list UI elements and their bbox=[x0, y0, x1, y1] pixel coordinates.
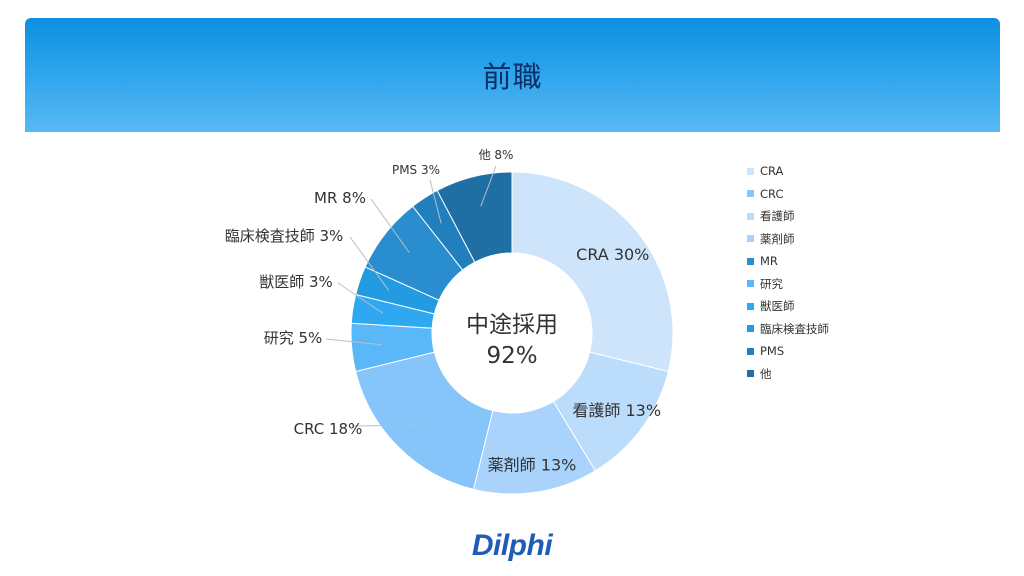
legend-label: CRA bbox=[760, 164, 784, 179]
legend-swatch bbox=[747, 190, 754, 198]
legend-label: 薬剤師 bbox=[760, 231, 795, 246]
leader-lines bbox=[325, 165, 497, 427]
data-labels: CRA 30% 看護師 13% 薬剤師 13% CRC 18% 研究 5% 獣医師 3% 臨… bbox=[225, 148, 661, 474]
page-title: 前職 bbox=[482, 60, 543, 94]
legend-item-CRC: CRC bbox=[747, 183, 897, 206]
legend-label: 研究 bbox=[760, 276, 783, 291]
legend-swatch bbox=[747, 167, 754, 175]
legend-label: PMS bbox=[760, 344, 785, 359]
legend-item-CRA: CRA bbox=[747, 160, 897, 183]
donut-slices bbox=[350, 171, 674, 495]
data-label-薬剤師: 薬剤師 13% bbox=[488, 455, 577, 474]
slice-CRA bbox=[511, 171, 674, 373]
data-label-PMS: PMS 3% bbox=[392, 163, 440, 177]
legend-item-MR: MR bbox=[747, 250, 897, 273]
legend-label: 他 bbox=[760, 366, 772, 381]
legend-item-他: 他 bbox=[747, 363, 897, 386]
data-label-獣医師: 獣医師 3% bbox=[259, 273, 333, 291]
legend-item-臨床検査技師: 臨床検査技師 bbox=[747, 318, 897, 341]
data-label-CRA: CRA 30% bbox=[576, 245, 649, 264]
legend-item-看護師: 看護師 bbox=[747, 205, 897, 228]
legend-swatch bbox=[747, 325, 754, 333]
data-label-CRC: CRC 18% bbox=[294, 420, 363, 438]
data-label-他: 他 8% bbox=[479, 148, 514, 162]
legend-swatch bbox=[747, 302, 754, 310]
title-banner: 前職 bbox=[25, 18, 1000, 132]
legend-item-獣医師: 獣医師 bbox=[747, 295, 897, 318]
legend-swatch bbox=[747, 235, 754, 243]
leader-line-MR bbox=[370, 198, 410, 253]
legend-swatch bbox=[747, 370, 754, 378]
data-label-MR: MR 8% bbox=[314, 189, 366, 207]
slice-CRC bbox=[355, 351, 494, 490]
dilphi-logo: Dilphi bbox=[471, 529, 553, 562]
leader-line-PMS bbox=[429, 179, 442, 224]
chart-legend: CRA CRC 看護師薬剤師 MR 研究獣医師臨床検査技師 PMS 他 bbox=[747, 160, 897, 385]
leader-line-研究 bbox=[325, 338, 383, 346]
leader-line-CRC bbox=[351, 424, 420, 427]
legend-item-PMS: PMS bbox=[747, 340, 897, 363]
legend-label: CRC bbox=[760, 186, 784, 201]
data-label-研究: 研究 5% bbox=[264, 329, 323, 347]
center-label-line-2: 92% bbox=[486, 343, 537, 369]
legend-label: 看護師 bbox=[760, 209, 795, 224]
legend-swatch bbox=[747, 280, 754, 288]
legend-label: 獣医師 bbox=[760, 299, 795, 314]
legend-label: 臨床検査技師 bbox=[760, 321, 829, 336]
data-label-臨床検査技師: 臨床検査技師 3% bbox=[225, 227, 344, 245]
legend-swatch bbox=[747, 347, 754, 355]
data-label-看護師: 看護師 13% bbox=[572, 401, 661, 420]
leader-line-獣医師 bbox=[337, 282, 384, 314]
legend-swatch bbox=[747, 212, 754, 220]
leader-line-臨床検査技師 bbox=[349, 236, 390, 291]
leader-line-他 bbox=[480, 165, 497, 207]
slice-他 bbox=[436, 171, 513, 263]
legend-label: MR bbox=[760, 254, 778, 269]
legend-item-研究: 研究 bbox=[747, 273, 897, 296]
center-label-line-1: 中途採用 bbox=[466, 312, 558, 338]
legend-item-薬剤師: 薬剤師 bbox=[747, 228, 897, 251]
legend-swatch bbox=[747, 257, 754, 265]
